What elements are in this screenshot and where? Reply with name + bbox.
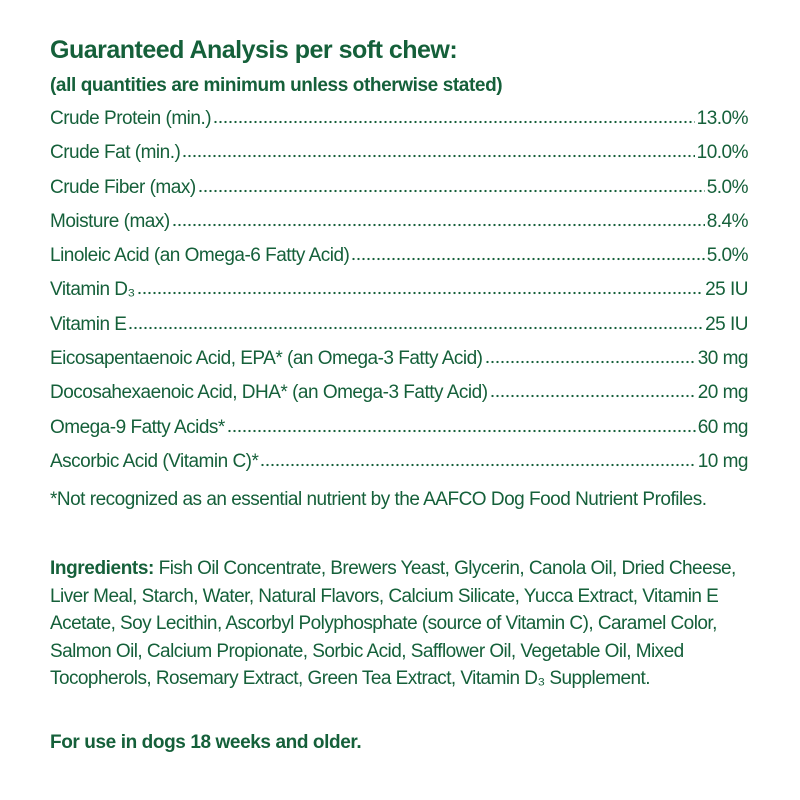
dot-leader (351, 257, 705, 262)
nutrient-value: 5.0% (706, 176, 749, 198)
nutrient-name: Linoleic Acid (an Omega-6 Fatty Acid) (50, 245, 350, 267)
dot-leader (128, 325, 704, 330)
nutrient-name: Omega-9 Fatty Acids* (50, 416, 225, 438)
nutrient-value: 8.4% (706, 210, 749, 232)
dot-leader (213, 120, 695, 124)
analysis-row: Ascorbic Acid (Vitamin C)* 10 mg (50, 450, 749, 485)
footnote: *Not recognized as an essential nutrient… (50, 489, 707, 510)
ingredients: Ingredients: Fish Oil Concentrate, Brewe… (50, 555, 755, 693)
dot-leader (171, 222, 705, 227)
analysis-row: Crude Protein (min.) 13.0% (50, 108, 749, 142)
nutrient-value: 25 IU (705, 313, 748, 335)
nutrient-value: 25 IU (705, 279, 748, 301)
nutrient-value: 30 mg (697, 348, 749, 370)
analysis-row: Vitamin E 25 IU (50, 314, 748, 348)
analysis-table: Crude Protein (min.) 13.0% Crude Fat (min.… (50, 108, 749, 485)
nutrient-value: 60 mg (697, 416, 749, 438)
analysis-row: Moisture (max) 8.4% (50, 210, 749, 245)
nutrient-name: Crude Fat (min.) (50, 142, 181, 164)
dot-leader (226, 428, 696, 433)
subtitle: (all quantities are minimum unless other… (50, 75, 503, 96)
nutrient-name: Crude Protein (min.) (50, 108, 212, 129)
analysis-row: Crude Fat (min.) 10.0% (50, 142, 749, 176)
nutrient-name: Docosahexaenoic Acid, DHA* (an Omega-3 F… (50, 382, 488, 404)
nutrient-value: 10 mg (697, 450, 749, 472)
nutrient-name: Moisture (max) (50, 210, 170, 232)
ingredients-text: Fish Oil Concentrate, Brewers Yeast, Gly… (50, 558, 736, 690)
dot-leader (489, 394, 696, 399)
dot-leader (484, 360, 696, 365)
analysis-row: Eicosapentaenoic Acid, EPA* (an Omega-3 … (50, 348, 749, 382)
nutrient-name: Vitamin D₃ (50, 279, 135, 301)
nutrient-value: 10.0% (696, 142, 749, 164)
dot-leader (182, 154, 695, 159)
analysis-row: Vitamin D₃ 25 IU (50, 279, 748, 313)
nutrient-name: Vitamin E (50, 313, 127, 335)
analysis-row: Linoleic Acid (an Omega-6 Fatty Acid) 5.0… (50, 245, 749, 279)
usage-note: For use in dogs 18 weeks and older. (50, 732, 362, 753)
dot-leader (136, 291, 704, 296)
dot-leader (197, 188, 705, 193)
analysis-row: Crude Fiber (max) 5.0% (50, 176, 749, 211)
ingredients-label: Ingredients: (50, 558, 154, 579)
nutrient-value: 20 mg (697, 382, 749, 404)
nutrient-value: 5.0% (706, 245, 749, 267)
title: Guaranteed Analysis per soft chew: (50, 36, 458, 64)
nutrient-value: 13.0% (696, 108, 749, 129)
dot-leader (260, 462, 696, 467)
nutrient-name: Crude Fiber (max) (50, 176, 196, 198)
nutrient-name: Eicosapentaenoic Acid, EPA* (an Omega-3 … (50, 348, 483, 370)
analysis-row: Docosahexaenoic Acid, DHA* (an Omega-3 F… (50, 382, 749, 416)
analysis-row: Omega-9 Fatty Acids* 60 mg (50, 416, 749, 451)
nutrient-name: Ascorbic Acid (Vitamin C)* (50, 450, 259, 472)
